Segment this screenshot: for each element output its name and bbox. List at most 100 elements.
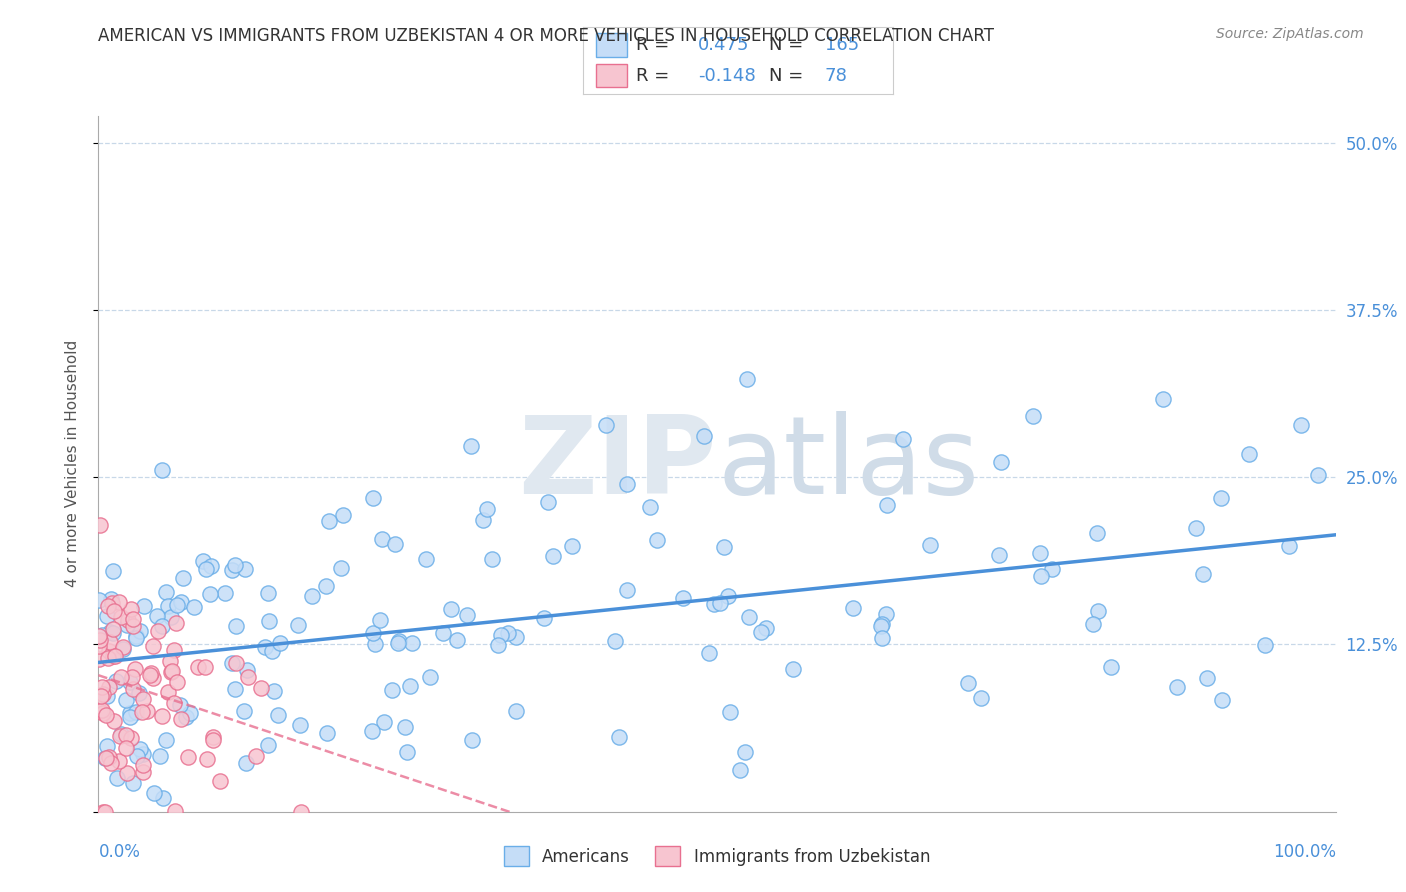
Point [256,738,278,752]
Point [561,539,583,553]
Point [225,656,247,670]
Point [245,748,267,763]
Point [179,706,201,720]
Point [125,631,148,645]
Point [201,730,224,744]
Point [460,733,482,747]
Point [194,660,217,674]
Point [1087,604,1109,618]
Text: 0.0%: 0.0% [98,843,141,861]
Point [160,609,183,624]
Point [718,705,741,719]
Point [87,652,110,666]
Point [537,495,560,509]
Point [111,642,134,657]
Point [315,579,337,593]
Point [876,498,898,512]
Point [257,614,280,628]
Point [103,714,125,728]
Point [122,776,145,790]
Point [249,681,271,695]
Point [132,747,155,762]
Text: 165: 165 [825,36,859,54]
Point [117,765,139,780]
Point [1254,638,1277,652]
Point [260,643,283,657]
Point [135,704,157,718]
Point [104,674,127,689]
Point [165,615,187,630]
Point [103,604,125,618]
Point [159,654,181,668]
Point [97,644,120,658]
Point [128,624,150,638]
Text: R =: R = [636,67,675,85]
Point [101,626,124,640]
Point [122,619,145,633]
Point [755,621,778,635]
Point [1099,660,1122,674]
Point [193,554,215,568]
Point [489,628,512,642]
Point [373,715,395,730]
Point [1211,491,1233,506]
Point [875,607,897,622]
Point [163,696,186,710]
Point [91,688,114,702]
Point [172,571,194,585]
Point [1191,566,1213,581]
Point [1278,539,1301,553]
Point [110,670,132,684]
Point [253,640,276,655]
Point [120,731,142,746]
Point [301,590,323,604]
Text: ZIP: ZIP [519,411,717,516]
Point [163,643,186,657]
Point [214,586,236,600]
Point [100,596,122,610]
Point [233,562,256,576]
Point [269,636,291,650]
Point [107,771,129,785]
Point [645,533,668,547]
Point [118,710,141,724]
Point [89,633,111,648]
Point [432,625,454,640]
Point [118,675,141,690]
Point [257,586,280,600]
Point [699,646,721,660]
Point [456,607,478,622]
Point [607,730,630,744]
Point [394,720,416,734]
Bar [596,34,627,57]
Point [1087,526,1109,541]
Point [486,638,509,652]
Point [318,514,340,528]
Point [155,733,177,747]
Point [693,429,716,443]
Point [150,463,173,477]
Point [91,680,114,694]
Point [96,739,118,754]
Point [1166,680,1188,694]
Point [1022,409,1045,423]
Point [361,724,384,739]
Point [225,619,247,633]
Point [157,685,180,699]
Point [496,625,519,640]
Point [1152,392,1174,407]
Point [132,599,155,614]
Point [224,558,246,573]
Point [150,618,173,632]
Point [419,670,441,684]
Point [290,805,312,819]
Point [97,650,120,665]
Point [361,491,384,505]
Point [201,733,224,747]
Point [717,589,740,603]
Point [1306,467,1329,482]
Point [90,703,112,717]
Point [131,691,153,706]
Point [364,637,387,651]
Point [170,595,193,609]
